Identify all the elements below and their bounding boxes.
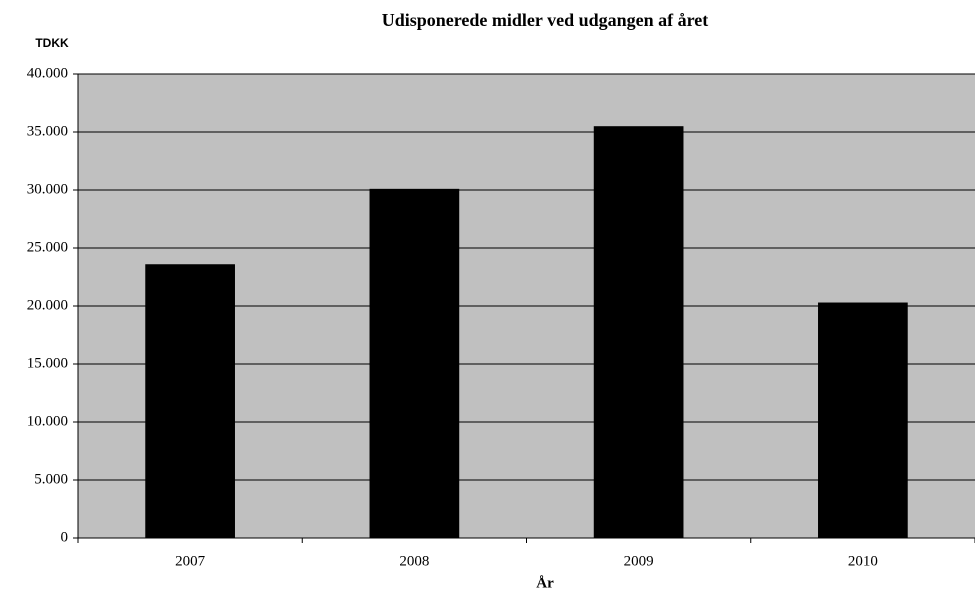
y-tick-label: 30.000 <box>27 181 68 197</box>
y-tick-label: 35.000 <box>27 123 68 139</box>
bar <box>369 188 460 538</box>
x-axis-label: År <box>536 575 554 591</box>
bar <box>145 264 235 538</box>
y-tick-label: 0 <box>61 529 69 545</box>
x-tick-label: 2010 <box>848 553 878 569</box>
chart-title: Udisponerede midler ved udgangen af året <box>382 10 709 30</box>
y-tick-label: 5.000 <box>34 471 68 487</box>
y-tick-label: 25.000 <box>27 239 68 255</box>
bar <box>818 302 908 538</box>
y-axis-label: TDKK <box>35 36 69 50</box>
y-tick-label: 15.000 <box>27 355 68 371</box>
y-tick-label: 10.000 <box>27 413 68 429</box>
x-tick-label: 2007 <box>175 553 206 569</box>
x-tick-label: 2009 <box>624 553 654 569</box>
y-tick-label: 20.000 <box>27 297 68 313</box>
y-tick-label: 40.000 <box>27 65 68 81</box>
x-tick-label: 2008 <box>399 553 429 569</box>
bar <box>593 126 684 538</box>
